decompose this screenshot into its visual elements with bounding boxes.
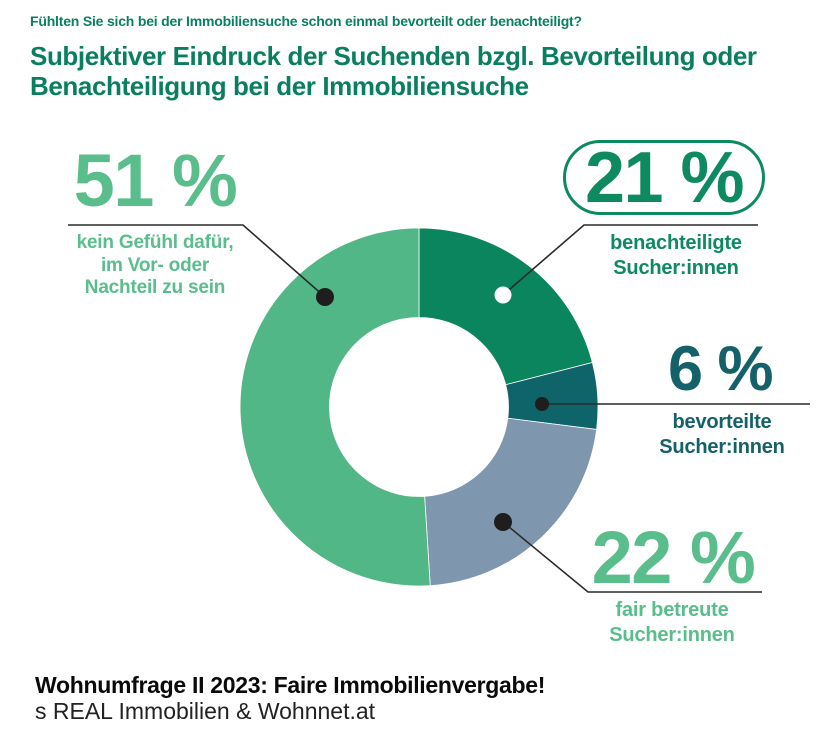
page-title: Subjektiver Eindruck der Suchenden bzgl.… [30, 41, 757, 101]
callout-line-fair [502, 521, 762, 593]
callout-line-neutral [68, 224, 326, 298]
callout-dot-neutral [316, 288, 334, 306]
donut-segment-1 [418, 227, 593, 386]
source-title: Wohnumfrage II 2023: Faire Immobilienver… [35, 672, 546, 698]
donut-segments [239, 227, 599, 587]
callout-lines [68, 224, 810, 593]
callout-dot-disadvantaged [494, 286, 512, 304]
caption-advantaged-line2: Sucher:innen [659, 435, 785, 458]
donut-segment-3 [424, 417, 598, 587]
caption-advantaged-line1: bevorteilte [672, 411, 772, 433]
value-label-fair: 22 % [591, 516, 756, 599]
caption-fair-line1: fair betreute [615, 599, 729, 621]
caption-fair-line2: Sucher:innen [609, 623, 735, 646]
caption-neutral-line3: Nachteil zu sein [84, 277, 226, 298]
callout-dot-fair [494, 513, 512, 531]
value-label-neutral: 51 % [73, 139, 238, 222]
caption-neutral-line1: kein Gefühl dafür, [76, 232, 234, 253]
caption-disadvantaged-line2: Sucher:innen [613, 256, 739, 279]
value-label-disadvantaged: 21 % [584, 137, 745, 218]
callout-line-disadvantaged [502, 224, 758, 296]
value-label-advantaged: 6 % [667, 334, 774, 404]
callout-dot-advantaged [535, 397, 549, 411]
page-title-line2: Benachteiligung bei der Immobiliensuche [30, 70, 529, 101]
caption-disadvantaged-line1: benachteiligte [610, 232, 742, 254]
caption-fair: fair betreute Sucher:innen [572, 598, 772, 647]
caption-neutral: kein Gefühl dafür, im Vor- oder Nachteil… [50, 232, 260, 300]
highlight-pill-disadvantaged: 21 % [563, 140, 765, 215]
page-title-line1: Subjektiver Eindruck der Suchenden bzgl.… [30, 41, 757, 71]
caption-disadvantaged: benachteiligte Sucher:innen [566, 231, 786, 280]
donut-segment-4 [239, 227, 431, 587]
source-credit: s REAL Immobilien & Wohnnet.at [35, 698, 376, 724]
caption-neutral-line2: im Vor- oder [100, 254, 210, 276]
question-text: Fühlten Sie sich bei der Immobiliensuche… [30, 13, 582, 29]
caption-advantaged: bevorteilte Sucher:innen [632, 410, 812, 459]
